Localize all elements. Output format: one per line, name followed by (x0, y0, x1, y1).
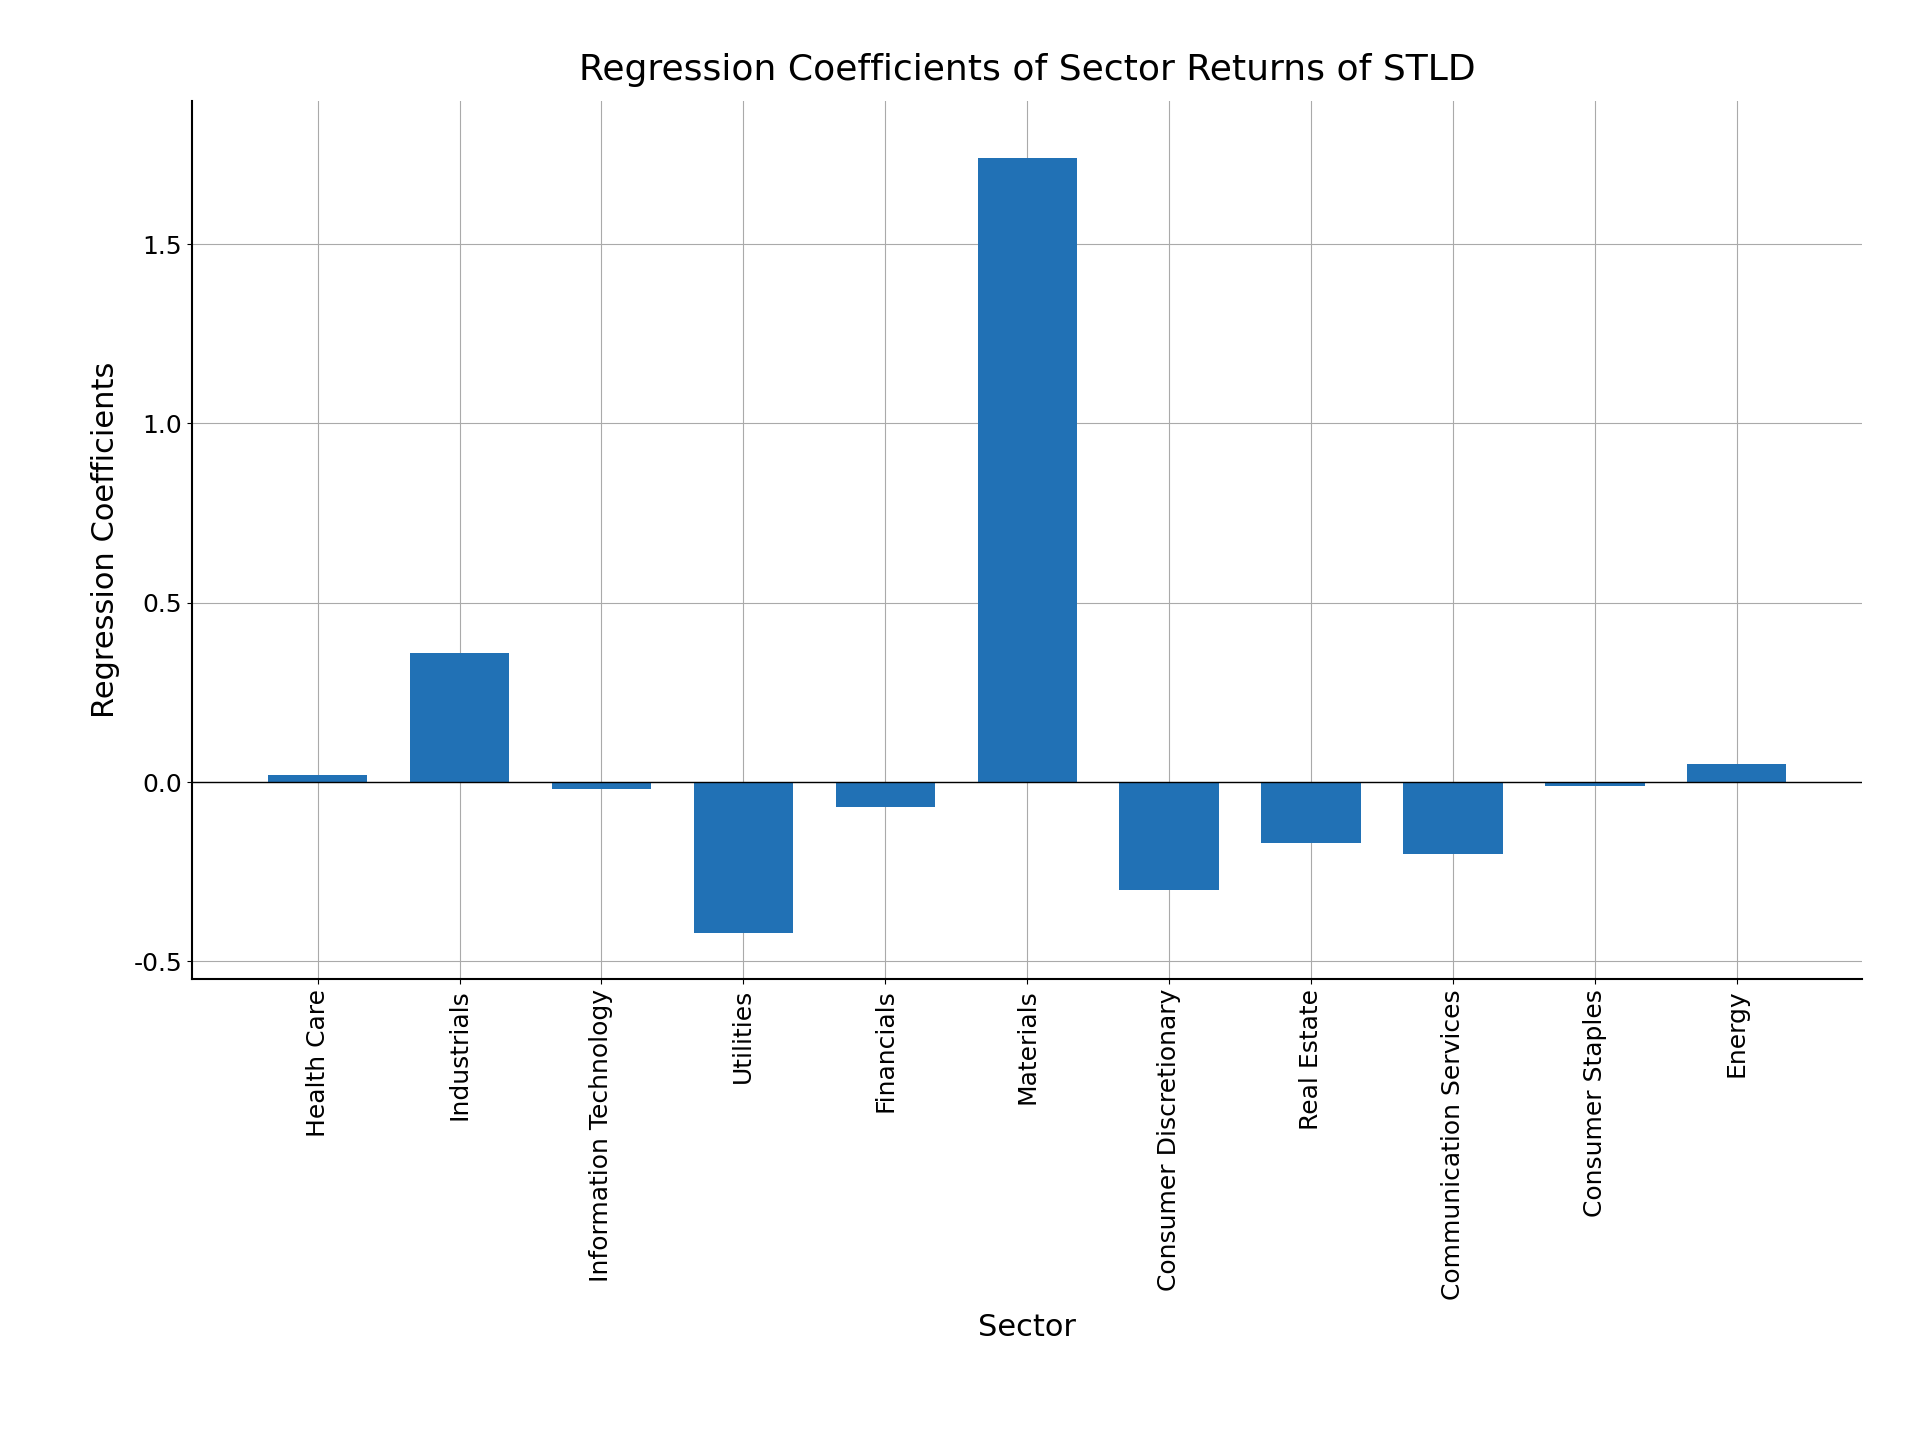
Bar (269, 775, 367, 782)
Bar (1404, 782, 1503, 854)
Bar (1119, 782, 1219, 890)
Bar (1261, 782, 1361, 842)
X-axis label: Sector: Sector (977, 1313, 1077, 1342)
Bar (1546, 782, 1645, 786)
Bar (977, 158, 1077, 782)
Y-axis label: Regression Coefficients: Regression Coefficients (90, 361, 119, 719)
Bar (409, 652, 509, 782)
Title: Regression Coefficients of Sector Returns of STLD: Regression Coefficients of Sector Return… (580, 53, 1475, 86)
Bar (835, 782, 935, 806)
Bar (551, 782, 651, 789)
Bar (1688, 765, 1786, 782)
Bar (693, 782, 793, 933)
